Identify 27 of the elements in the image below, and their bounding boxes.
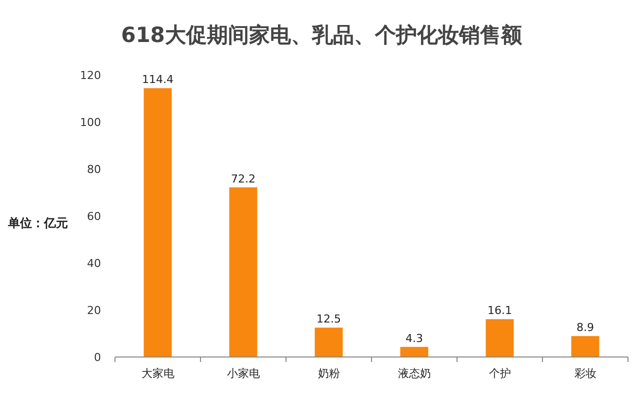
bar (571, 336, 600, 357)
y-axis-title: 单位：亿元 (7, 216, 68, 230)
y-tick-label: 60 (87, 210, 101, 223)
bar (144, 88, 172, 357)
y-tick-label: 120 (80, 69, 101, 82)
y-tick-label: 100 (80, 116, 101, 129)
x-tick-label: 小家电 (226, 367, 260, 380)
data-label: 12.5 (316, 312, 341, 326)
data-label: 4.3 (406, 332, 423, 345)
x-tick-label: 彩妆 (574, 367, 596, 380)
data-label: 16.1 (488, 304, 512, 318)
x-tick-label: 液态奶 (398, 367, 431, 380)
chart-title: 618大促期间家电、乳品、个护化妆销售额 (121, 23, 523, 47)
y-tick-label: 20 (87, 304, 101, 317)
bar (486, 319, 514, 357)
y-tick-label: 40 (87, 257, 101, 270)
x-tick-label: 大家电 (141, 367, 174, 380)
bar (400, 346, 428, 357)
bar (229, 187, 258, 357)
y-tick-label: 0 (94, 351, 101, 364)
bar (314, 328, 343, 357)
x-tick-label: 个护 (488, 367, 511, 380)
data-label: 114.4 (142, 73, 174, 86)
data-label: 8.9 (576, 321, 594, 334)
x-tick-label: 奶粉 (318, 367, 340, 380)
y-tick-label: 80 (87, 163, 101, 176)
data-label: 72.2 (231, 172, 256, 186)
